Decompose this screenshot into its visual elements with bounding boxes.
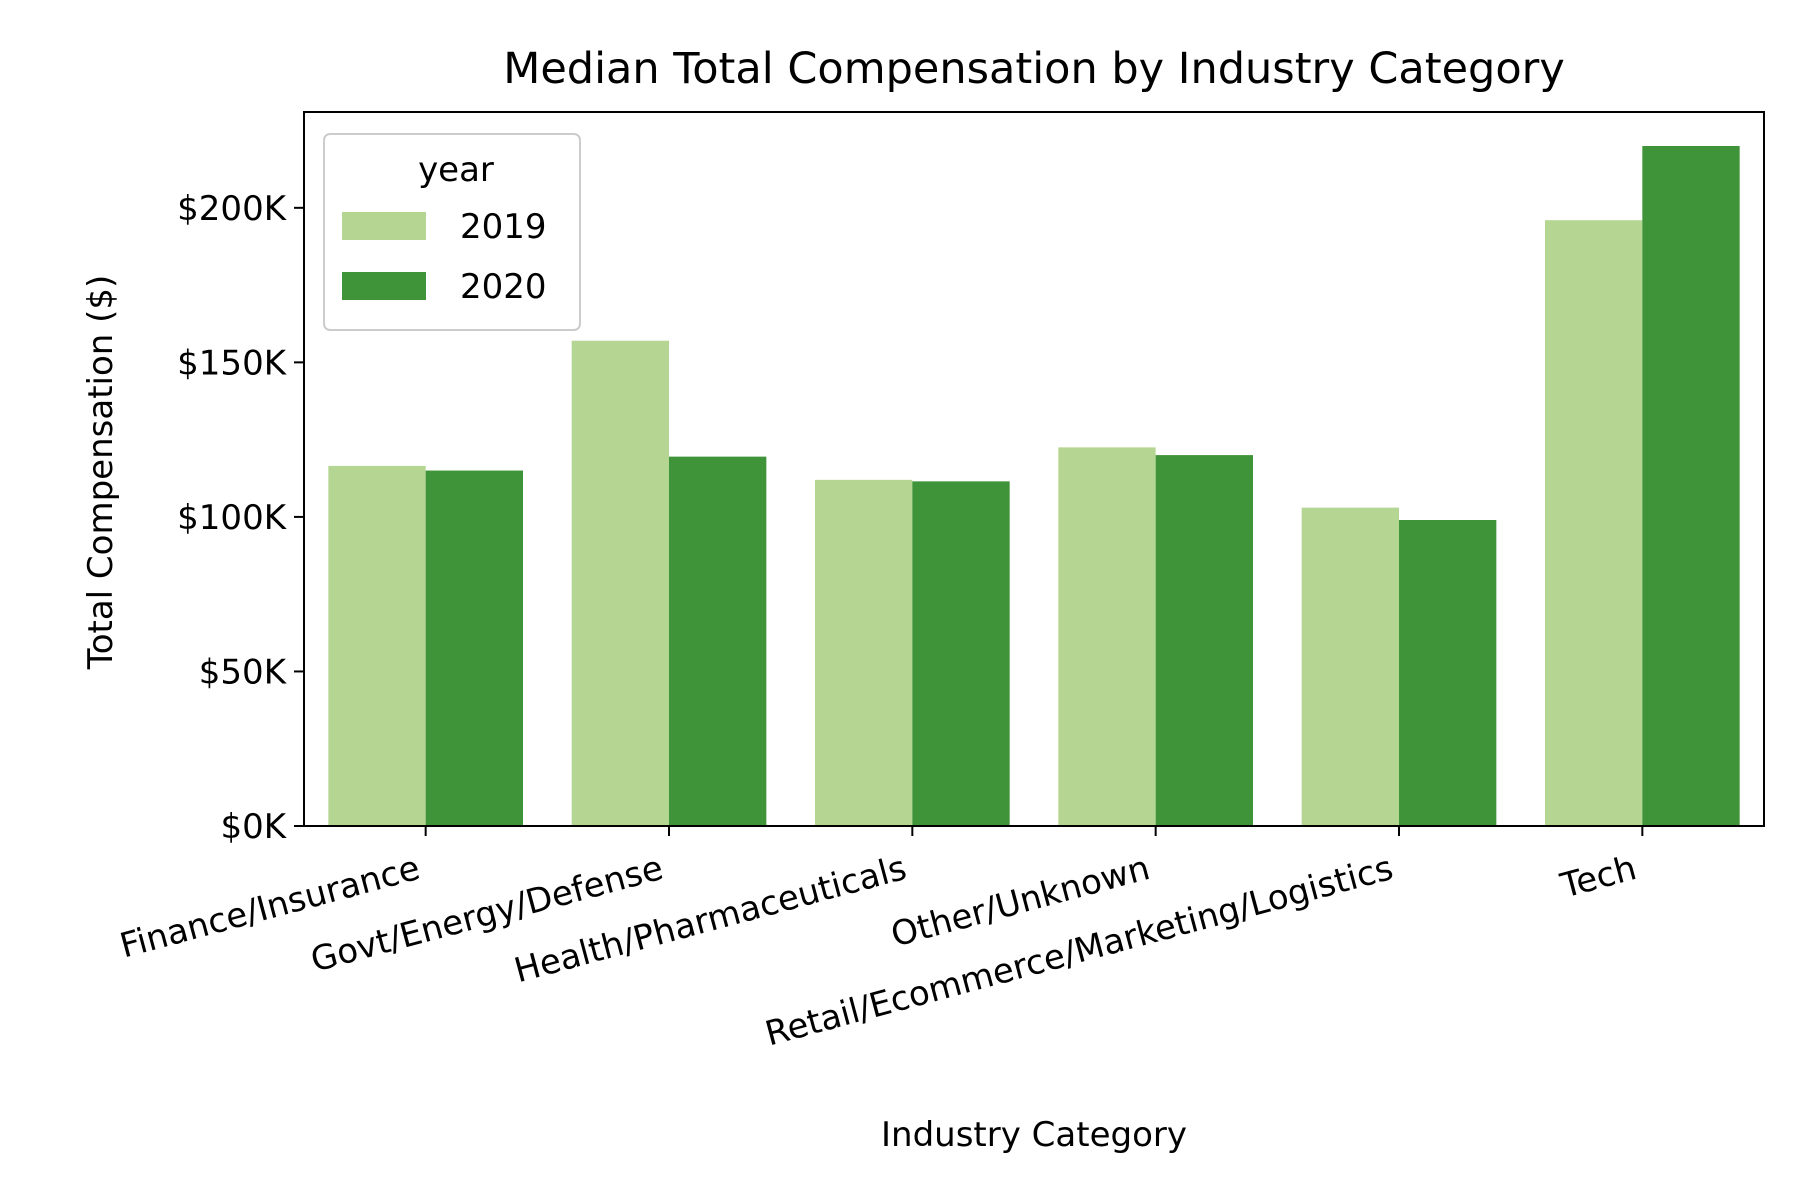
plot-area (303, 111, 1765, 827)
y-tick-label: $200K (177, 189, 288, 229)
legend-swatch-2020 (342, 272, 426, 300)
legend: year 2019 2020 (323, 133, 581, 331)
legend-label-2020: 2020 (460, 267, 547, 307)
x-tick-label: Tech (1556, 848, 1641, 907)
bar-2019-1 (571, 340, 669, 826)
y-axis-label: Total Compensation ($) (81, 275, 121, 671)
bar-2020-4 (1399, 520, 1497, 826)
legend-label-2019: 2019 (460, 207, 547, 247)
legend-title: year (418, 150, 494, 190)
plot-frame (303, 111, 1765, 827)
chart-title: Median Total Compensation by Industry Ca… (503, 44, 1565, 94)
y-tick-label: $150K (177, 343, 288, 383)
y-tick-label: $50K (199, 652, 288, 692)
bar-2020-1 (669, 456, 767, 826)
y-axis: $0K $50K $100K $150K $200K (177, 189, 304, 847)
bar-2019-0 (328, 465, 426, 826)
x-tick-label: Health/Pharmaceuticals (510, 848, 911, 991)
bar-2019-5 (1545, 220, 1643, 826)
bar-2020-3 (1155, 455, 1253, 826)
bar-2020-2 (912, 481, 1010, 826)
bar-2020-0 (425, 470, 523, 826)
bar-2020-5 (1642, 146, 1740, 826)
y-tick-label: $100K (177, 498, 288, 538)
x-axis: Finance/InsuranceGovt/Energy/DefenseHeal… (116, 826, 1644, 1054)
bar-2019-4 (1301, 507, 1399, 826)
bar-2019-3 (1058, 447, 1156, 826)
legend-swatch-2019 (342, 212, 426, 240)
x-axis-label: Industry Category (881, 1115, 1187, 1155)
y-tick-label: $0K (220, 807, 287, 847)
bar-2019-2 (815, 479, 913, 826)
